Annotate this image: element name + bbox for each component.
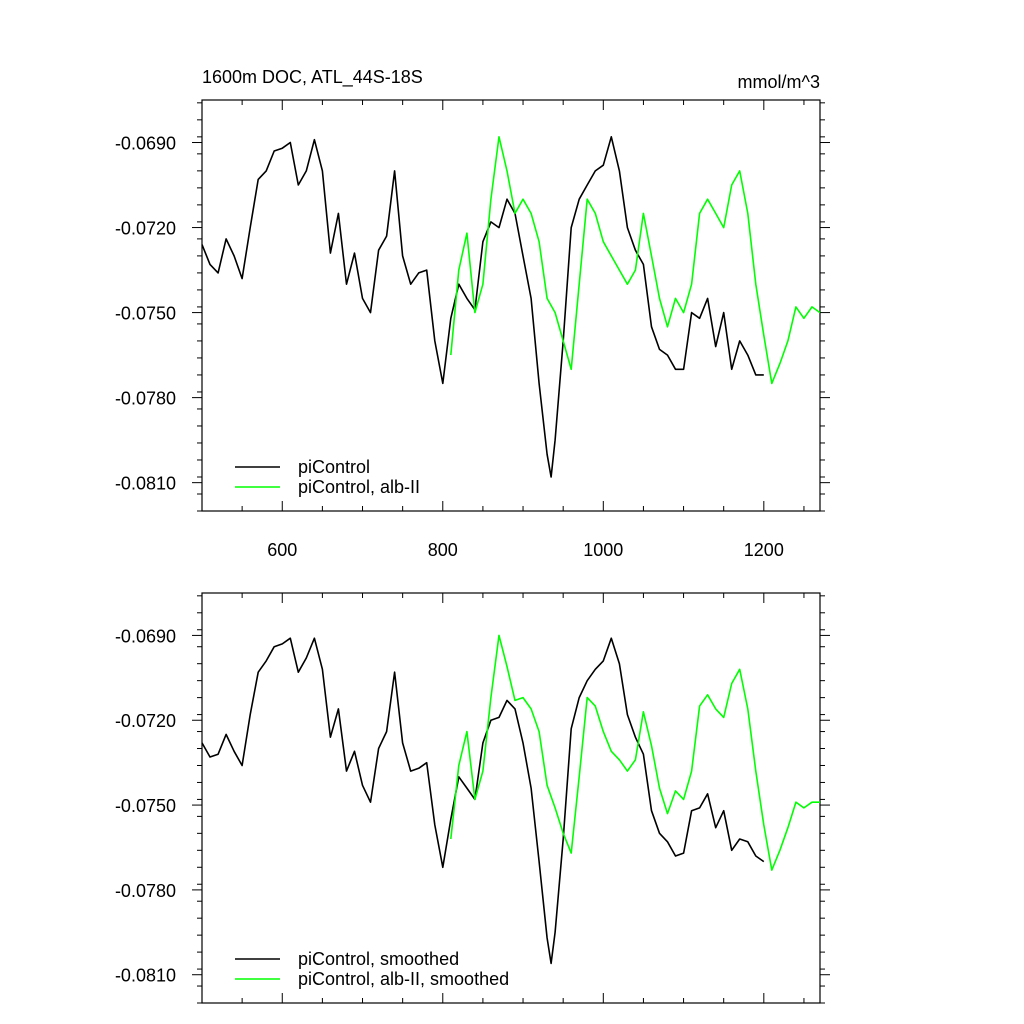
y-tick-label: -0.0750 <box>115 796 176 816</box>
x-tick-label: 1000 <box>583 540 623 560</box>
y-tick-label: -0.0780 <box>115 881 176 901</box>
y-tick-label: -0.0690 <box>115 626 176 646</box>
y-tick-label: -0.0780 <box>115 389 176 409</box>
legend-label: piControl, alb-II <box>298 477 420 497</box>
legend-label: piControl, smoothed <box>298 949 459 969</box>
series-line-green <box>450 136 821 385</box>
legend-label: piControl <box>298 457 370 477</box>
plot-frame <box>201 99 821 512</box>
y-tick-label: -0.0720 <box>115 219 176 239</box>
units-label: mmol/m^3 <box>738 72 820 92</box>
x-tick-label: 1200 <box>744 540 784 560</box>
y-tick-label: -0.0810 <box>115 966 176 986</box>
y-tick-label: -0.0720 <box>115 711 176 731</box>
series-line-black <box>201 136 764 478</box>
legend-label: piControl, alb-II, smoothed <box>298 969 509 989</box>
y-tick-label: -0.0750 <box>115 304 176 324</box>
bottom-panel: -0.0690 -0.0720 -0.0750 -0.0780 -0.0810 piCon… <box>115 592 830 1004</box>
series-line-green <box>450 634 820 871</box>
x-tick-label: 800 <box>428 540 458 560</box>
y-tick-label: -0.0690 <box>115 134 176 154</box>
top-panel: 600 800 1000 1200 -0.0690 -0.0720 -0.0750 -0.07… <box>115 67 830 560</box>
y-tick-label: -0.0810 <box>115 474 176 494</box>
series-line-black <box>201 637 765 965</box>
plot-frame <box>201 592 821 1004</box>
chart-title: 1600m DOC, ATL_44S-18S <box>202 67 423 88</box>
x-tick-label: 600 <box>267 540 297 560</box>
